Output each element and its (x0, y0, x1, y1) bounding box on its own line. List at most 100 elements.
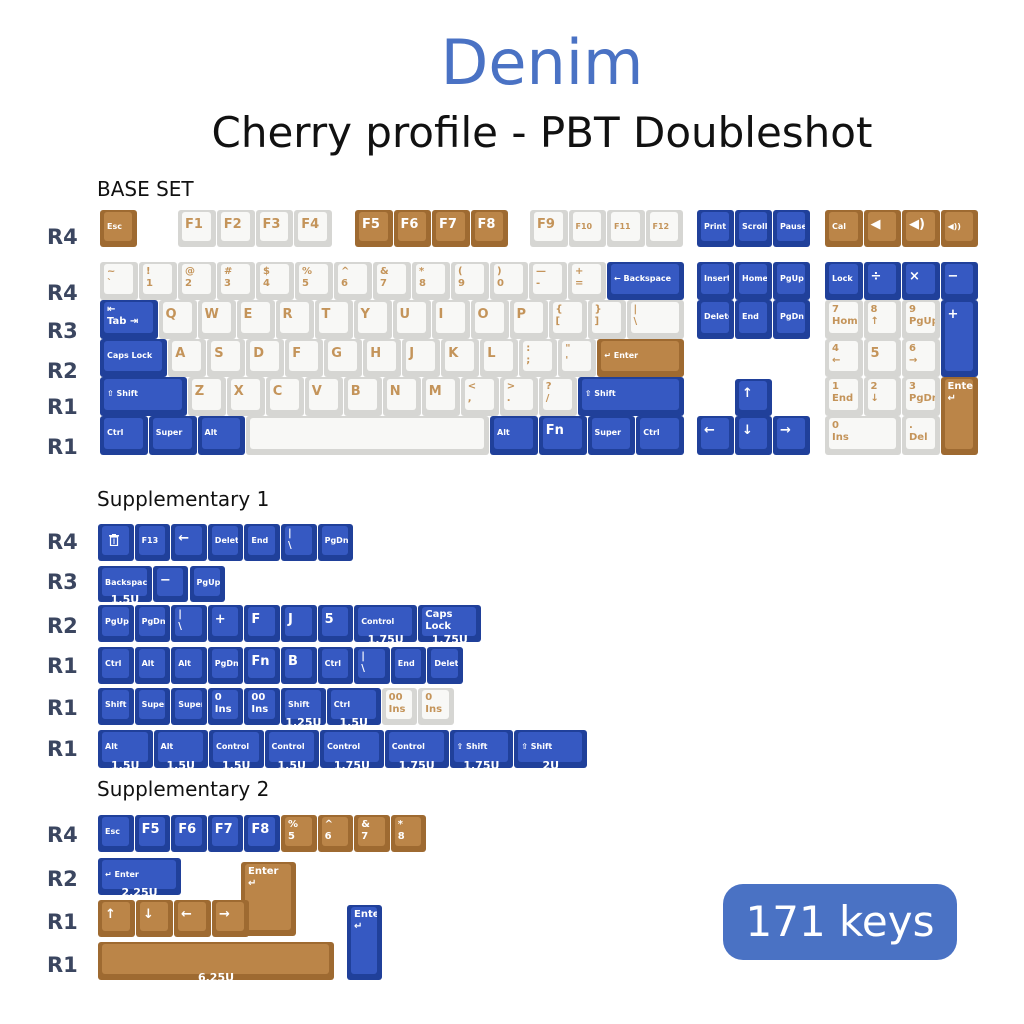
keycap-face: #3 (221, 264, 250, 294)
key-legend: + (575, 266, 584, 277)
supp1-key: 5 (317, 605, 354, 642)
main-key: P (509, 300, 548, 339)
key-legend: E (243, 307, 253, 322)
keycap-face: 6 → (906, 341, 935, 371)
page-title: Denim (440, 26, 644, 99)
function-row-key: F10 (568, 210, 606, 247)
key-legend: $ (263, 266, 270, 277)
key-sub-legend: 6 (324, 831, 332, 842)
key-legend: P (516, 307, 527, 322)
keycap-face (102, 526, 129, 555)
supp1-key: | \ (354, 647, 390, 684)
key-sub-legend: Home (832, 316, 858, 327)
key-sub-legend: / (545, 393, 550, 404)
key-size-label: 1.5U (166, 759, 195, 772)
key-sub-legend: 7 (361, 831, 369, 842)
keycap-face: Backspace (102, 568, 147, 596)
supp2-key: F8 (244, 815, 280, 852)
main-key: W (197, 300, 236, 339)
key-legend: | (633, 304, 638, 315)
keycap-face: ^ 6 (338, 264, 367, 294)
keycap-face: Ctrl (330, 690, 376, 719)
key-legend: × (909, 269, 920, 284)
keycap-face: Alt (175, 649, 202, 678)
keycap-face: * 8 (394, 817, 422, 846)
key-sub-legend: \ (633, 316, 638, 327)
function-row-key: F12 (645, 210, 683, 247)
row-profile-label: R1 (47, 696, 78, 720)
function-row-key: ◀)) (940, 210, 978, 247)
keycap-face: PgUp (193, 568, 221, 596)
key-size-label: 2U (542, 759, 560, 772)
keycap-face: W (201, 302, 231, 333)
keycap-face: G (328, 341, 358, 371)
keycap-face: >. (503, 379, 533, 410)
row-profile-label: R1 (47, 953, 78, 977)
key-legend: Backspace (105, 578, 147, 587)
key-legend: F1 (185, 217, 203, 232)
main-key: Y (353, 300, 392, 339)
key-count-badge: 171 keys (723, 884, 957, 960)
keycap-face: 7Home (829, 302, 858, 333)
key-legend: Shift (105, 700, 127, 709)
keycap-face: $4 (260, 264, 289, 294)
main-key (246, 416, 489, 455)
key-legend: ? (545, 381, 552, 392)
keycap-face: Super (152, 418, 192, 449)
keycap-face: ⇧ Shift (518, 732, 583, 762)
keycap-face: PgDn (138, 607, 166, 636)
key-legend: B (288, 654, 298, 669)
key-legend: Insert (704, 274, 729, 283)
key-legend: Caps (425, 609, 453, 620)
keycap-face: (9 (455, 264, 484, 294)
key-legend: ← (704, 423, 715, 438)
keycap-face: ↵ Enter (601, 341, 679, 371)
key-sub-legend: ↵ (248, 878, 257, 889)
main-key: ! 1 (139, 262, 177, 300)
main-key: #3 (217, 262, 255, 300)
key-legend: Ctrl (105, 659, 122, 668)
keycap-face: % 5 (299, 264, 328, 294)
keycap-face: O (474, 302, 504, 333)
key-legend: Esc (107, 222, 122, 231)
keycap-face: }] (591, 302, 621, 333)
keycap-face: ◀) (906, 212, 935, 241)
keycap-face: × (906, 264, 935, 294)
keycap-face: Fn (542, 418, 582, 449)
key-legend: Alt (141, 659, 155, 668)
supp2-key: Enter↵ (347, 905, 382, 980)
main-key: ^ 6 (334, 262, 372, 300)
key-legend: Super (594, 428, 622, 437)
keycap-face: F (289, 341, 319, 371)
keycap-face: {[ (552, 302, 582, 333)
keycap-face: Enter↵ (351, 907, 377, 974)
key-sub-legend: → (909, 355, 918, 366)
keycap-face: F12 (649, 212, 678, 241)
keycap-face: Alt (157, 732, 203, 762)
keycap-face (102, 944, 329, 974)
key-legend: > (506, 381, 516, 392)
keycap-face: Alt (102, 732, 148, 762)
main-key: S (207, 339, 246, 377)
keycap-face: * 8 (416, 264, 445, 294)
key-legend: | (361, 651, 365, 662)
supp1-key: 00 Ins (381, 688, 418, 725)
key-legend: Print (704, 222, 727, 231)
keycap-face: R (279, 302, 309, 333)
key-sub-legend: ↵ (354, 921, 363, 932)
keycap-face: ) 0 (494, 264, 523, 294)
key-legend: # (224, 266, 233, 277)
keycap-face: PgUp (777, 264, 805, 294)
key-sub-legend: ← (832, 355, 841, 366)
keycap-face: N (386, 379, 416, 410)
key-size-label: 1.75U (367, 633, 404, 646)
keycap-face: 0 Ins (422, 690, 449, 719)
key-legend: F6 (178, 822, 197, 837)
keycap-face: " ' (562, 341, 592, 371)
function-row-key: F1 (178, 210, 216, 247)
key-sub-legend: PgUp (909, 316, 935, 327)
keycap-face: ← (701, 418, 729, 449)
function-row-key: F8 (470, 210, 508, 247)
key-legend: − (947, 269, 959, 284)
key-legend: D (253, 346, 265, 361)
